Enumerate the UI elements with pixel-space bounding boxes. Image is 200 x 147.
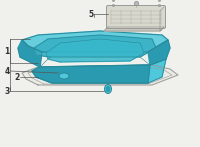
Text: 5: 5: [88, 10, 94, 19]
Polygon shape: [32, 59, 166, 83]
Polygon shape: [22, 65, 178, 85]
Text: 1: 1: [4, 46, 10, 56]
Polygon shape: [18, 40, 42, 67]
Polygon shape: [34, 35, 156, 57]
Text: 2: 2: [14, 72, 20, 81]
Ellipse shape: [104, 85, 112, 93]
Text: 4: 4: [4, 66, 10, 76]
Polygon shape: [32, 65, 150, 83]
Polygon shape: [148, 40, 170, 65]
Text: 3: 3: [4, 86, 10, 96]
Polygon shape: [160, 7, 164, 31]
Polygon shape: [104, 27, 164, 31]
Polygon shape: [22, 31, 168, 52]
Polygon shape: [46, 39, 144, 62]
FancyBboxPatch shape: [106, 5, 166, 29]
Ellipse shape: [59, 73, 69, 79]
Ellipse shape: [106, 86, 110, 92]
